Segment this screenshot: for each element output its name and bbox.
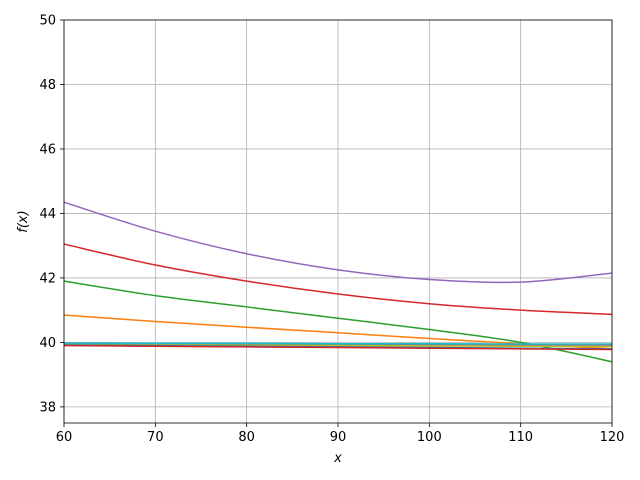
series-group: [63, 201, 613, 363]
x-tick-label: 70: [147, 430, 164, 445]
y-axis-label: f(x): [16, 210, 31, 232]
x-tick-label: 110: [508, 430, 533, 445]
x-tick-label: 120: [600, 430, 625, 445]
x-axis-label: x: [333, 451, 342, 466]
ticks: 60 70 80 90 100 110 120 38 40 42 44 46 48 50: [39, 14, 624, 446]
series-line-12: [63, 344, 613, 351]
y-tick-label: 50: [39, 14, 56, 29]
y-tick-label: 44: [39, 207, 56, 222]
series-line-4: [63, 243, 613, 316]
x-tick-label: 80: [238, 430, 255, 445]
y-tick-label: 38: [39, 400, 56, 415]
y-tick-label: 40: [39, 336, 56, 351]
series-line-10: [63, 342, 613, 345]
y-tick-label: 42: [39, 271, 56, 286]
y-tick-label: 48: [39, 78, 56, 93]
y-tick-label: 46: [39, 142, 56, 157]
series-line-3: [63, 280, 613, 363]
x-tick-label: 60: [56, 430, 73, 445]
x-tick-label: 90: [330, 430, 347, 445]
series-line-5: [63, 201, 613, 284]
x-tick-label: 100: [417, 430, 442, 445]
